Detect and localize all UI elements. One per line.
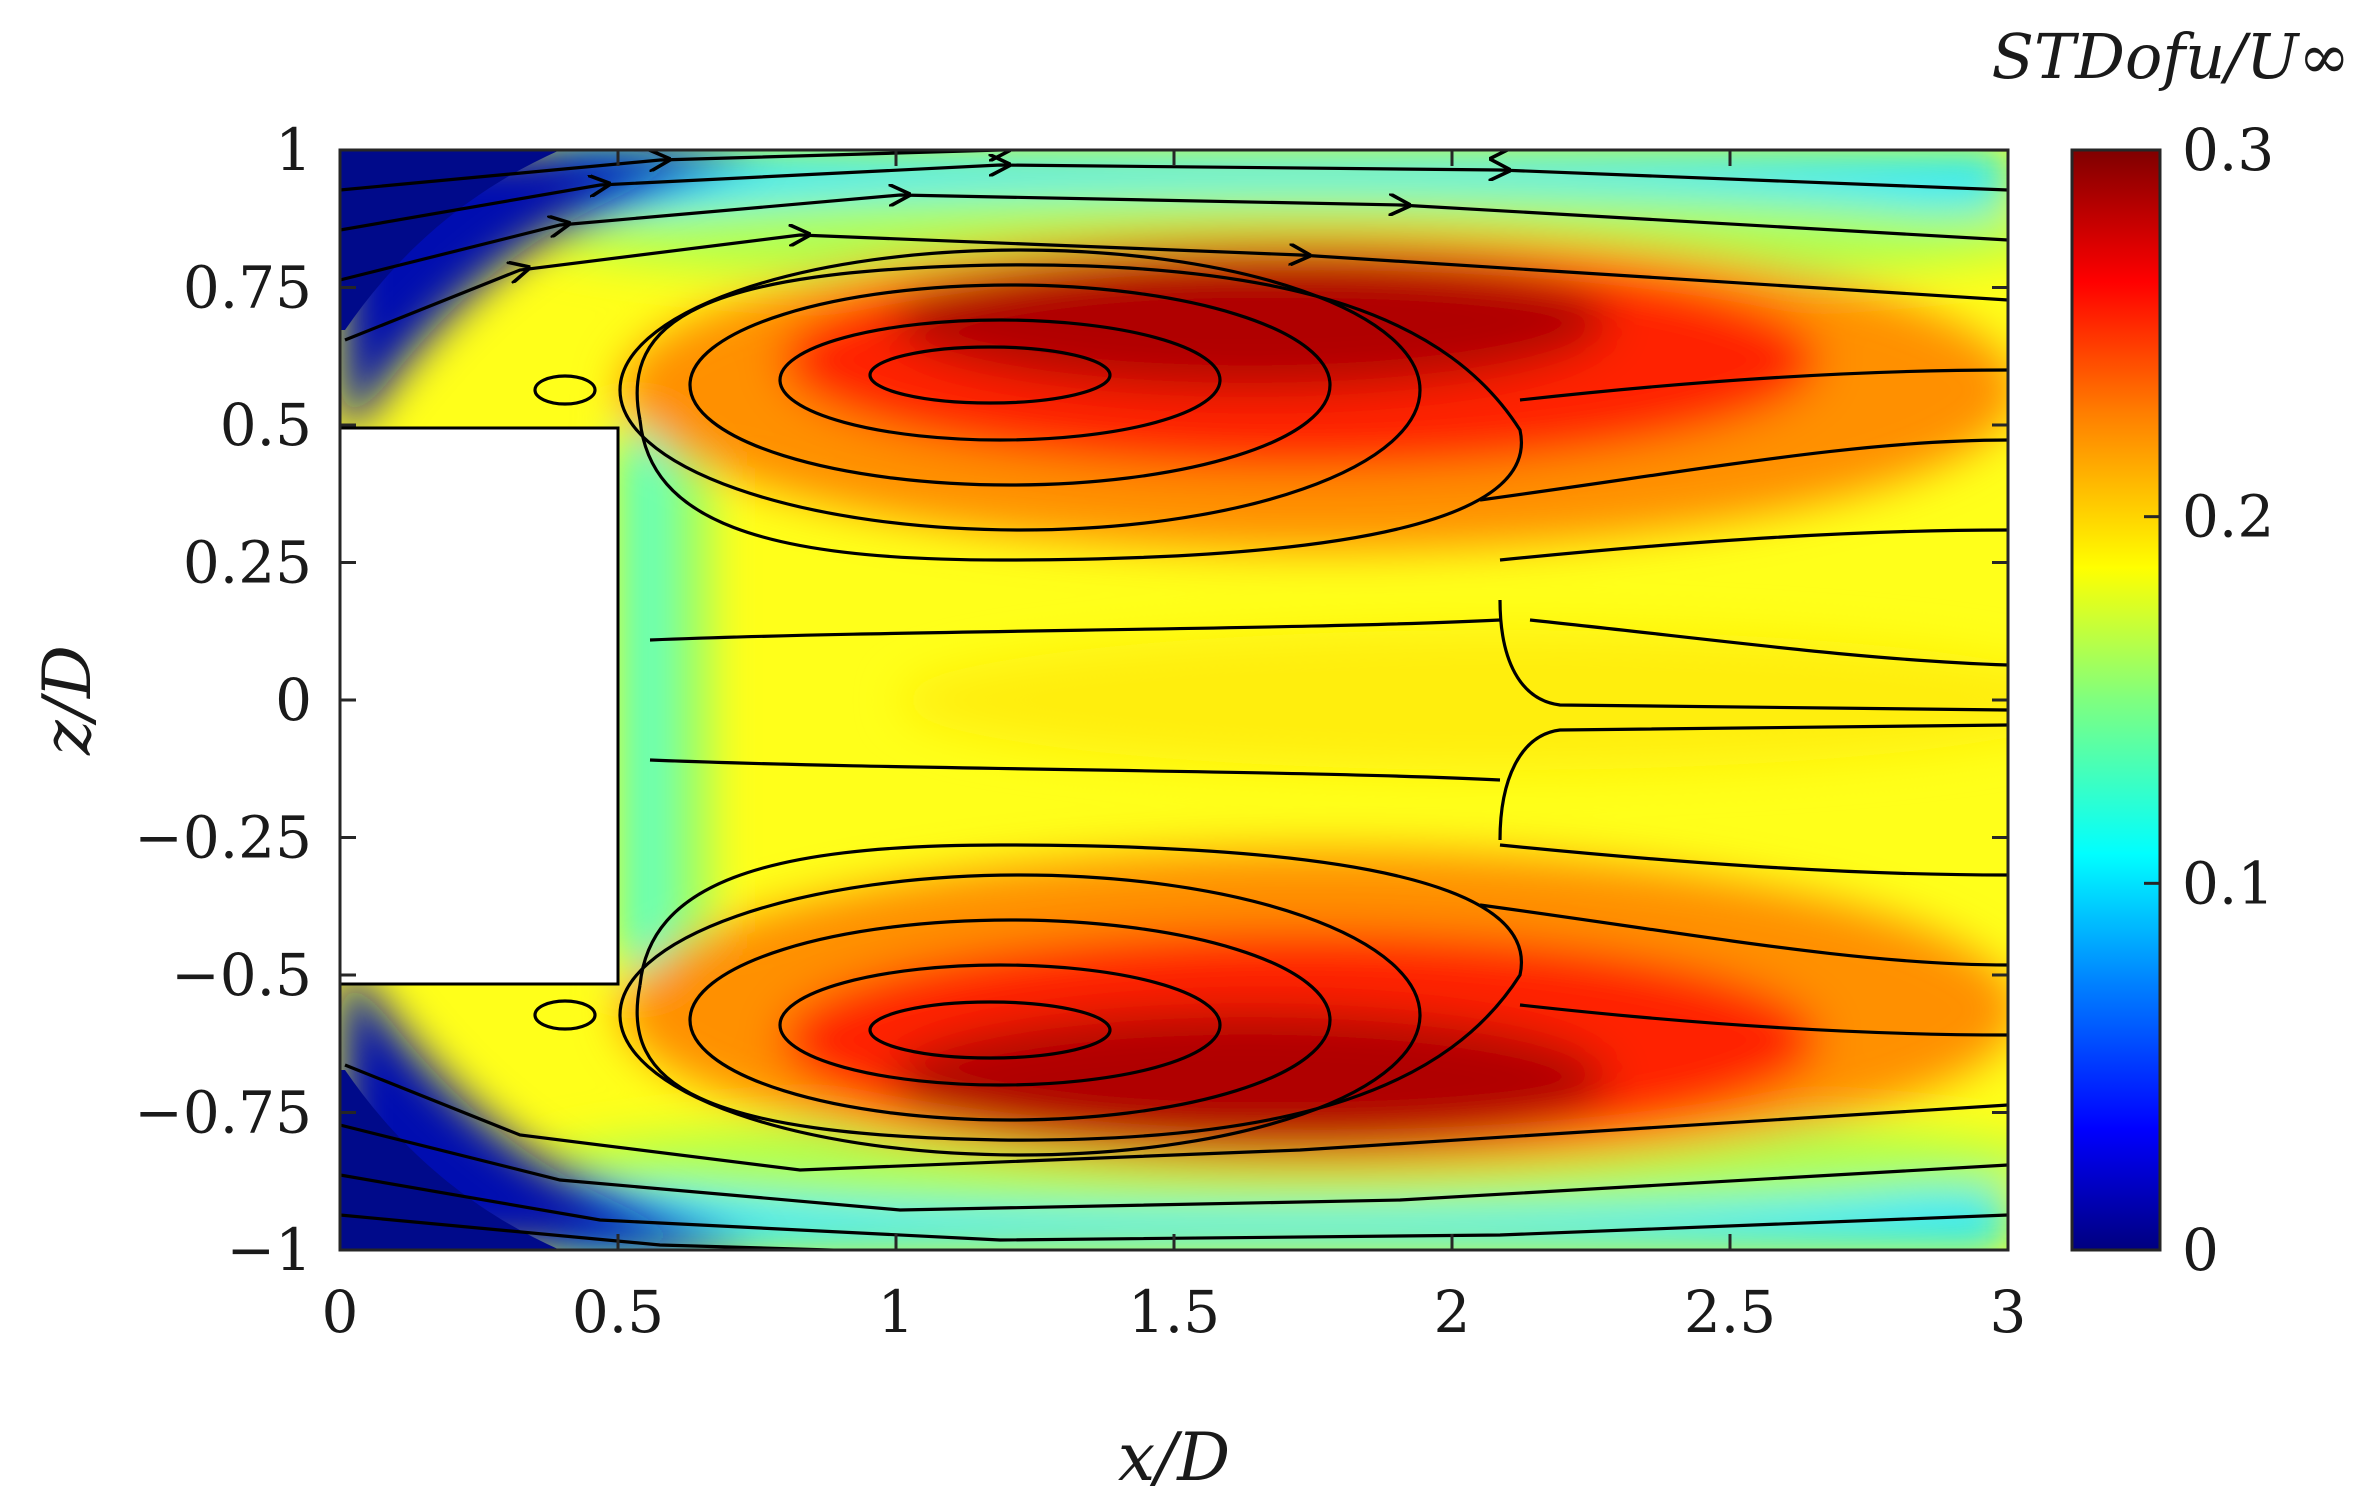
streamline	[340, 1213, 885, 1250]
wedge-top-core	[340, 150, 560, 330]
colorbar-title: STDofu/U∞	[1991, 20, 2350, 93]
peak-lower	[890, 1010, 1610, 1150]
streamlines	[340, 150, 2008, 1250]
y-axis-ticks: 1 0.75 0.5 0.25 0 −0.25 −0.5 −0.75 −1	[134, 116, 2008, 1284]
y-tick-label: −0.5	[171, 941, 312, 1009]
streamline	[340, 1123, 2008, 1212]
body-outline	[340, 426, 620, 986]
streamline	[344, 1063, 2008, 1172]
colorbar-tick-label: 0.2	[2182, 483, 2274, 551]
streamline	[1519, 368, 2008, 402]
y-tick-label: 0.25	[183, 529, 312, 597]
streamline	[344, 235, 2008, 342]
contour-field	[340, 150, 2008, 1250]
x-axis-ticks: 0 0.5 1 1.5 2 2.5 3	[322, 150, 2027, 1346]
near-body-cyan	[620, 430, 660, 970]
y-tick-label: 1	[275, 116, 312, 184]
y-tick-label: −1	[227, 1216, 313, 1284]
streamline	[1499, 528, 2008, 562]
y-tick-label: −0.25	[134, 804, 312, 872]
x-tick-label: 2	[1434, 1278, 1471, 1346]
y-axis-label: z/D	[29, 645, 106, 756]
streamline	[340, 150, 2008, 192]
streamline	[340, 1173, 2008, 1242]
streamline	[533, 999, 597, 1031]
streamline	[778, 963, 1222, 1087]
streamline	[868, 345, 1112, 405]
streamline	[1479, 903, 2008, 967]
streamline	[649, 618, 1501, 642]
streamline	[868, 1000, 1112, 1060]
streamline	[533, 374, 597, 406]
streamline	[778, 318, 1222, 442]
x-axis-label: x/D	[1118, 1419, 1230, 1496]
x-tick-label: 0	[322, 1278, 359, 1346]
streamline	[1519, 1003, 2008, 1037]
x-tick-label: 3	[1990, 1278, 2027, 1346]
streamline	[649, 758, 1501, 782]
streamline	[340, 195, 2008, 282]
x-tick-label: 1	[878, 1278, 915, 1346]
streamline	[1498, 599, 2008, 712]
streamline	[688, 918, 1332, 1122]
colorbar-tick-label: 0.1	[2182, 849, 2274, 917]
colorbar	[2070, 148, 2162, 1252]
colorbar-tick-label: 0.3	[2182, 116, 2274, 184]
y-tick-label: 0.75	[183, 254, 312, 322]
y-tick-label: 0.5	[220, 391, 312, 459]
streamline	[618, 248, 1422, 532]
y-tick-label: −0.75	[134, 1079, 312, 1147]
center-yellow	[900, 630, 2008, 770]
streamline	[635, 843, 1523, 1142]
x-tick-label: 1.5	[1128, 1278, 1220, 1346]
streamline	[635, 263, 1523, 562]
x-tick-label: 2.5	[1684, 1278, 1776, 1346]
x-tick-label: 0.5	[572, 1278, 664, 1346]
streamline	[1529, 618, 2008, 667]
streamline	[1499, 843, 2008, 877]
streamline	[1479, 438, 2008, 502]
streamline	[1498, 723, 2008, 841]
colorbar-ticks: 0.3 0.2 0.1 0	[2144, 116, 2274, 1284]
streamline	[688, 283, 1332, 487]
y-tick-label: 0	[275, 666, 312, 734]
streamline	[618, 873, 1422, 1157]
body-mask	[340, 428, 618, 984]
streamline	[340, 165, 2008, 232]
colorbar-tick-label: 0	[2182, 1216, 2219, 1284]
wedge-bottom-core	[340, 1070, 560, 1250]
